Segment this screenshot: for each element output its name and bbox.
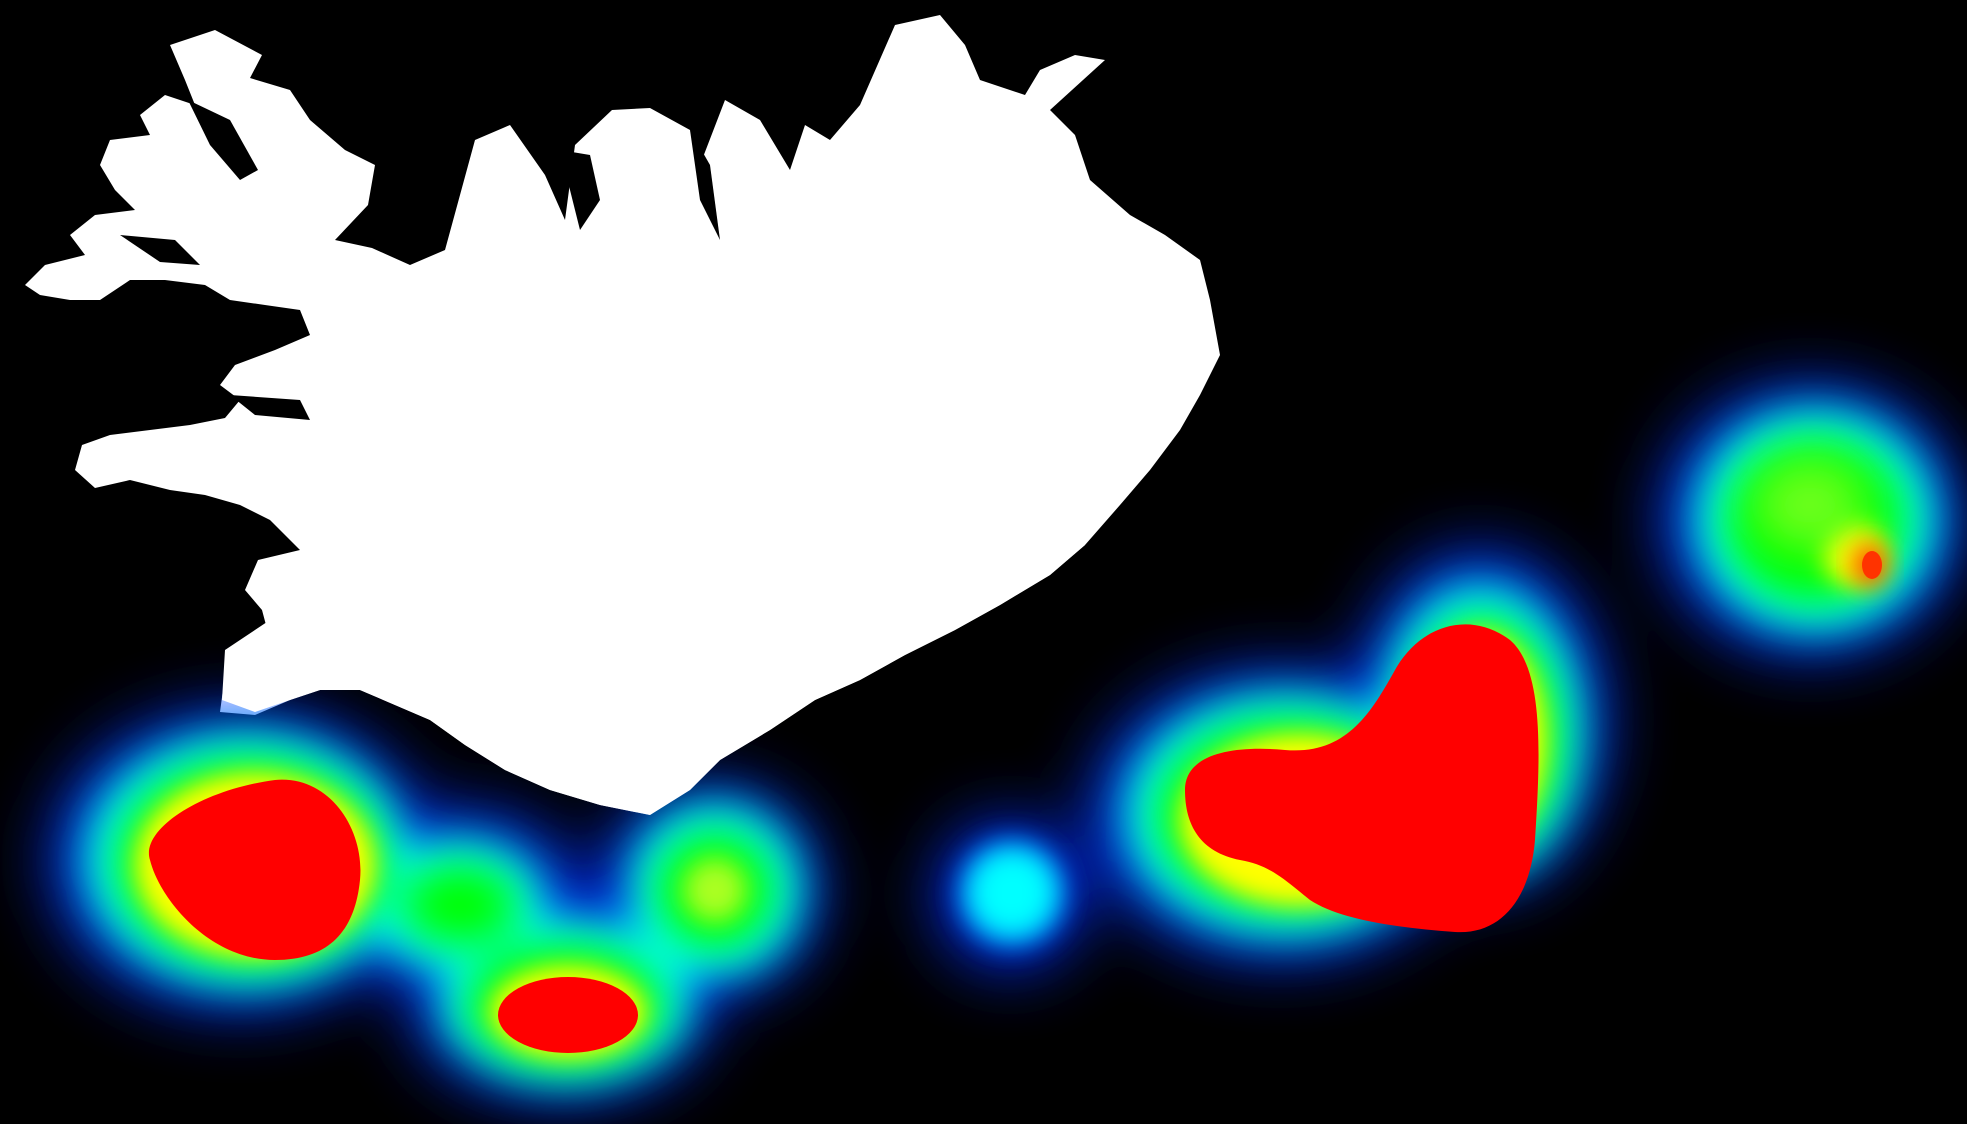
hotspot-southwest-core — [148, 779, 361, 960]
hotspot-east-offshore-core-inner — [1862, 551, 1882, 579]
hotspot-offshore-south — [947, 828, 1077, 958]
hotspot-southeast-core — [1185, 624, 1539, 933]
heatmap-layer — [50, 385, 1960, 1100]
hotspot-south-central-core — [498, 977, 638, 1053]
hotspot-bridge-green — [400, 863, 520, 947]
hotspot-east-offshore-tint — [1755, 460, 1865, 550]
hotspot-south-coast-core — [683, 858, 747, 922]
iceland-south-coast-overlay — [222, 520, 1085, 815]
